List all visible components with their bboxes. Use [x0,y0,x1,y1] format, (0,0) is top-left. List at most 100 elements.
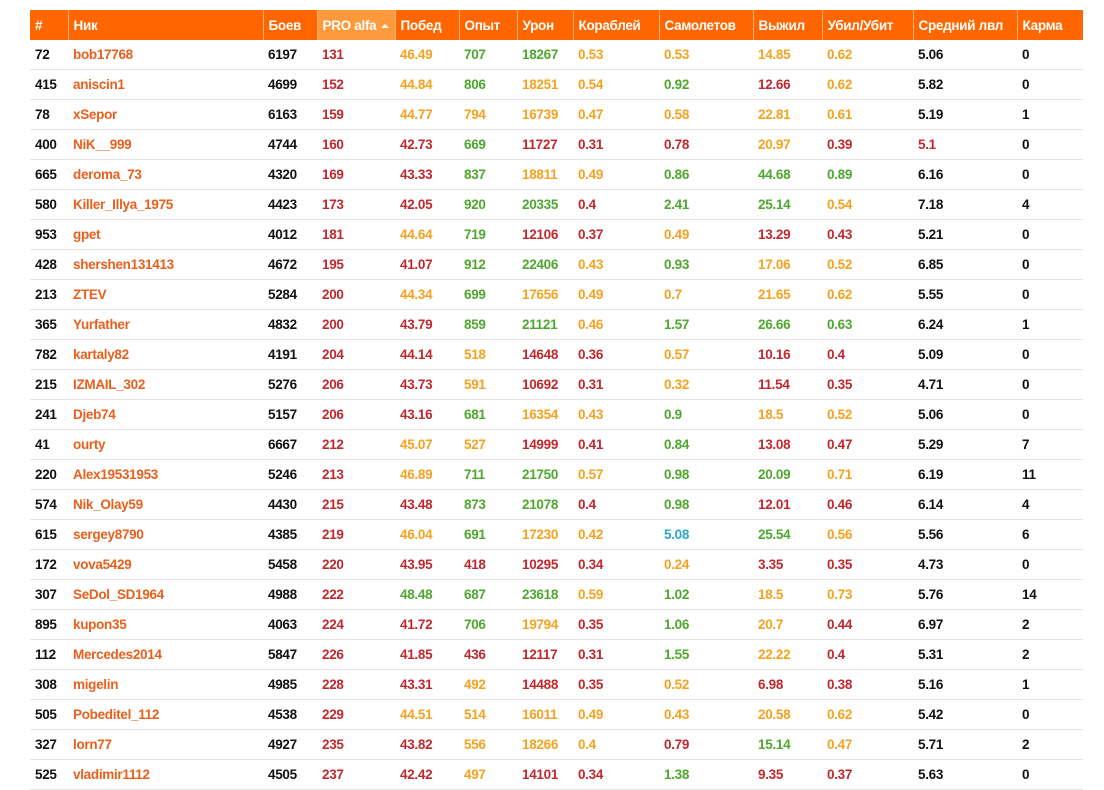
column-header[interactable]: Убил/Убит [822,10,914,40]
table-cell: 5276 [263,369,317,400]
column-header[interactable]: Кораблей [573,10,660,40]
table-cell: 16739 [517,99,573,130]
table-cell: 0.9 [659,399,753,430]
player-name[interactable]: Pobeditel_112 [68,699,263,730]
column-header[interactable]: Боев [263,10,318,40]
table-cell: 4191 [263,339,317,370]
table-cell: 0.86 [659,159,753,190]
table-cell: 14488 [517,669,573,700]
table-cell: 159 [317,99,395,130]
table-cell: 72 [30,40,68,70]
column-header[interactable]: Ник [68,10,264,40]
player-name[interactable]: bob17768 [68,40,263,70]
table-cell: 152 [317,69,395,100]
header-label: Выжил [758,17,806,33]
table-cell: 14999 [517,429,573,460]
table-cell: 0.63 [822,309,913,340]
table-cell: 615 [30,519,68,550]
table-cell: 0.39 [822,129,913,160]
table-cell: 0.43 [822,219,913,250]
table-cell: 45.07 [395,429,459,460]
table-cell: 0.46 [822,489,913,520]
table-cell: 5.09 [913,339,1017,370]
column-header[interactable]: Выжил [753,10,823,40]
table-row: 213 ZTEV 5284 200 44.34 699 17656 0.49 0.7 21.65 0… [30,279,1083,310]
player-name[interactable]: ZTEV [68,279,263,310]
table-cell: 21078 [517,489,573,520]
table-cell: 44.68 [753,159,822,190]
player-name[interactable]: Killer_Illya_1975 [68,189,263,220]
table-cell: 44.64 [395,219,459,250]
table-cell: 0.62 [822,69,913,100]
table-row: 41 ourty 6667 212 45.07 527 14999 0.41 0.84 13.08… [30,429,1083,460]
player-name[interactable]: NiK__999 [68,129,263,160]
player-name[interactable]: kartaly82 [68,339,263,370]
table-cell: 0.34 [573,549,659,580]
player-name[interactable]: sergey8790 [68,519,263,550]
player-name[interactable]: Mercedes2014 [68,639,263,670]
table-cell: 4320 [263,159,317,190]
table-cell: 5.31 [913,639,1017,670]
player-name[interactable]: Alex19531953 [68,459,263,490]
column-header[interactable]: Средний лвл [913,10,1018,40]
table-cell: 307 [30,579,68,610]
table-cell: 226 [317,639,395,670]
table-row: 327 lorn77 4927 235 43.82 556 18266 0.4 0.79 15.1… [30,729,1083,760]
player-name[interactable]: Nik_Olay59 [68,489,263,520]
player-name[interactable]: gpet [68,219,263,250]
player-name[interactable]: aniscin1 [68,69,263,100]
column-header[interactable]: PRO alfa [317,10,396,40]
player-name[interactable]: deroma_73 [68,159,263,190]
player-name[interactable]: kupon35 [68,609,263,640]
player-name[interactable]: IZMAIL_302 [68,369,263,400]
table-cell: 20.7 [753,609,822,640]
table-cell: 3.35 [753,549,822,580]
column-header[interactable]: Побед [395,10,460,40]
player-name[interactable]: SeDol_SD1964 [68,579,263,610]
column-header[interactable]: Карма [1017,10,1083,40]
table-cell: 4538 [263,699,317,730]
player-name[interactable]: xSepor [68,99,263,130]
table-cell: 5246 [263,459,317,490]
table-cell: 21121 [517,309,573,340]
player-name[interactable]: Djeb74 [68,399,263,430]
player-name[interactable]: vova5429 [68,549,263,580]
table-cell: 213 [30,279,68,310]
player-name[interactable]: shershen131413 [68,249,263,280]
player-name[interactable]: vladimir1112 [68,759,263,790]
player-name[interactable]: ourty [68,429,263,460]
table-cell: 4505 [263,759,317,790]
column-header[interactable]: Самолетов [659,10,754,40]
table-row: 72 bob17768 6197 131 46.49 707 18267 0.53 0.53 14… [30,40,1083,70]
table-cell: 10692 [517,369,573,400]
table-cell: 2.41 [659,189,753,220]
table-cell: 213 [317,459,395,490]
player-name[interactable]: migelin [68,669,263,700]
table-cell: 5.19 [913,99,1017,130]
table-cell: 219 [317,519,395,550]
table-cell: 0.73 [822,579,913,610]
player-name[interactable]: lorn77 [68,729,263,760]
column-header[interactable]: Опыт [459,10,518,40]
header-label: Убил/Убит [827,17,894,33]
table-cell: 0.79 [659,729,753,760]
table-cell: 12.66 [753,69,822,100]
table-cell: 18266 [517,729,573,760]
table-cell: 6197 [263,40,317,70]
table-cell: 0.98 [659,459,753,490]
table-cell: 42.73 [395,129,459,160]
column-header[interactable]: # [30,10,69,40]
table-cell: 0.35 [822,369,913,400]
table-cell: 0 [1017,699,1083,730]
table-cell: 12106 [517,219,573,250]
table-cell: 241 [30,399,68,430]
table-cell: 22406 [517,249,573,280]
table-row: 505 Pobeditel_112 4538 229 44.51 514 16011 0.49… [30,699,1083,730]
stats-table-wrap: # Ник Боев PRO alfa Побед Опыт Урон Кораблей Сам… [30,10,1083,790]
column-header[interactable]: Урон [517,10,574,40]
player-name[interactable]: Yurfather [68,309,263,340]
table-cell: 206 [317,399,395,430]
table-cell: 1 [1017,99,1083,130]
table-cell: 0.35 [573,669,659,700]
